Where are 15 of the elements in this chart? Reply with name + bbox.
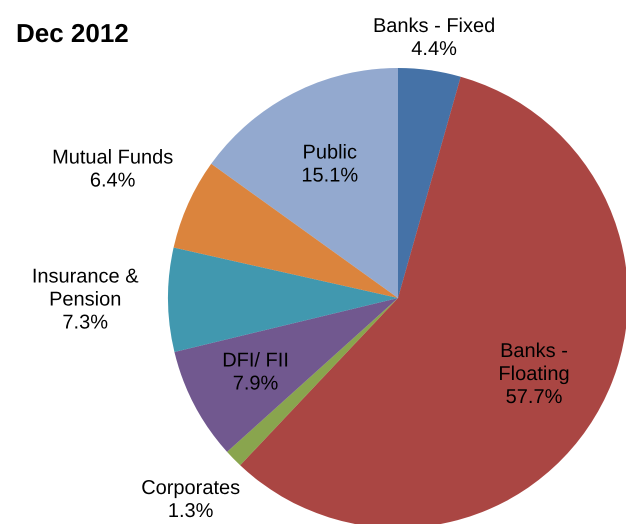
data-label: 7.3% <box>62 312 108 334</box>
data-label: 7.9% <box>232 372 279 395</box>
slice-label: Public <box>302 142 358 164</box>
slice-label: Insurance & Pension <box>32 266 140 311</box>
data-label: 57.7% <box>506 386 563 408</box>
slice-label: Mutual Funds <box>52 146 174 169</box>
slice-label: Banks - Fixed <box>372 15 496 38</box>
slice-label: Banks - Floating <box>498 340 570 386</box>
chart-title: Dec 2012 <box>16 18 129 48</box>
data-label: 1.3% <box>168 500 214 522</box>
slice-label: DFI/ FII <box>222 350 289 372</box>
slice-label: Corporates <box>141 477 240 500</box>
data-label: 4.4% <box>411 38 458 60</box>
data-label: 6.4% <box>90 170 136 192</box>
data-label: 15.1% <box>301 164 358 187</box>
